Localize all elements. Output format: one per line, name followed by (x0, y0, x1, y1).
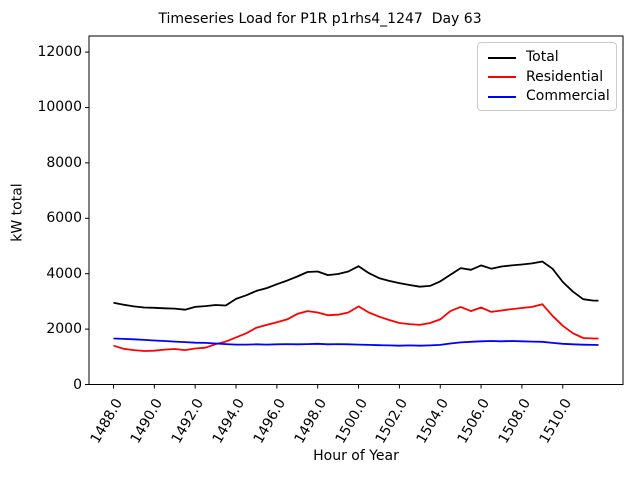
legend-line-sample-commercial (488, 95, 516, 98)
legend-label-total: Total (526, 49, 559, 66)
legend-line-sample-total (488, 56, 516, 59)
y-tick-label: 8000 (46, 154, 82, 171)
plot-series (113, 260, 599, 352)
legend-row-residential: Residential (488, 68, 616, 88)
axis-tick-marks (85, 51, 564, 389)
y-tick-label: 0 (73, 376, 82, 393)
legend-row-commercial: Commercial (488, 87, 616, 107)
legend-label-residential: Residential (526, 68, 604, 85)
axes-border (88, 35, 624, 385)
legend: Total Residential Commercial (477, 42, 617, 111)
y-tick-label: 10000 (37, 99, 82, 116)
legend-line-sample-residential (488, 76, 516, 79)
y-tick-label: 4000 (46, 265, 82, 282)
chart-title: Timeseries Load for P1R p1rhs4_1247 Day … (158, 11, 482, 27)
x-axis-label: Hour of Year (313, 448, 399, 464)
y-tick-label: 6000 (46, 210, 82, 227)
series-line-residential (113, 303, 599, 352)
y-tick-label: 12000 (37, 44, 82, 61)
series-line-commercial (113, 337, 599, 347)
y-tick-label: 2000 (46, 321, 82, 338)
legend-row-total: Total (488, 48, 616, 68)
series-line-total (113, 260, 599, 311)
legend-label-commercial: Commercial (526, 88, 610, 105)
